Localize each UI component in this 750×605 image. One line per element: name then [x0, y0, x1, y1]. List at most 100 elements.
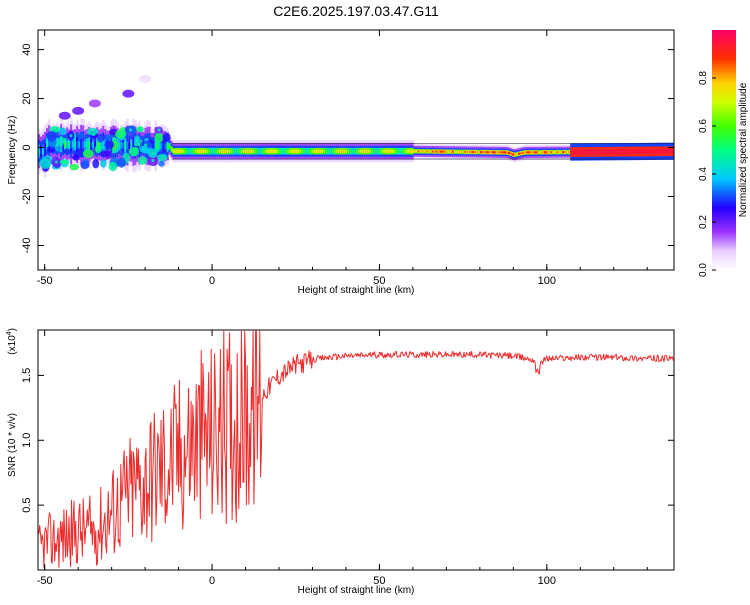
- spectrogram-cell: [397, 149, 400, 153]
- spectrogram-cell: [240, 149, 244, 153]
- spectrogram-clump: [62, 149, 72, 155]
- spectrogram-clump-core: [142, 147, 146, 151]
- spectrogram-cell: [471, 150, 475, 154]
- spectrogram-cell: [154, 142, 157, 150]
- spectrogram-blob: [72, 106, 85, 115]
- spectrogram-cell: [395, 149, 398, 153]
- spectrogram-x-tick-label: 100: [538, 275, 556, 287]
- spectrogram-cell: [283, 149, 286, 153]
- spectrogram-cell: [429, 150, 433, 153]
- spectrogram-clump-core: [138, 127, 142, 131]
- spectrogram-cell: [499, 151, 503, 154]
- spectrogram-cell: [522, 151, 525, 154]
- spectrogram-cell: [297, 149, 300, 153]
- spectrogram-clump: [77, 132, 86, 140]
- snr-x-tick-label: 100: [538, 575, 556, 587]
- snr-x-tick-label: -50: [37, 575, 53, 587]
- spectrogram-cell: [485, 151, 489, 154]
- spectrogram-cell: [443, 150, 447, 153]
- spectrogram-cell: [270, 149, 274, 153]
- spectrogram-cell: [507, 151, 511, 155]
- spectrogram-clump: [82, 158, 89, 167]
- spectrogram-cell: [202, 149, 206, 153]
- spectrogram-cell: [68, 141, 71, 148]
- spectrogram-cell: [371, 149, 374, 153]
- spectrogram-cell: [469, 150, 473, 154]
- spectrogram-cell: [186, 149, 190, 153]
- spectrogram-cell: [407, 149, 410, 153]
- spectrogram-cell: [299, 149, 302, 153]
- spectrogram-blob: [58, 111, 71, 120]
- spectrogram-cell: [164, 143, 167, 150]
- spectrogram-cell: [96, 141, 99, 149]
- spectrogram-cell: [536, 151, 539, 154]
- spectrogram-cell: [238, 149, 242, 153]
- svg-text:(x104): (x104): [6, 328, 18, 355]
- spectrogram-cell: [353, 149, 356, 153]
- spectrogram-cell: [606, 149, 609, 154]
- snr-series-line: [38, 330, 674, 568]
- spectrogram-cell: [301, 149, 304, 153]
- spectrogram-clump: [162, 132, 171, 142]
- spectrogram-cell: [102, 141, 105, 149]
- spectrogram-clump: [158, 160, 165, 167]
- spectrogram-cell: [445, 150, 449, 153]
- spectrogram-cell: [421, 150, 425, 153]
- spectrogram-cell: [590, 149, 593, 155]
- spectrogram-cell: [532, 151, 535, 154]
- spectrogram-cell: [232, 149, 236, 153]
- spectrogram-cell: [566, 150, 569, 154]
- spectrogram-clump: [46, 131, 57, 142]
- spectrogram-cell: [588, 149, 591, 155]
- spectrogram-cell: [640, 149, 643, 154]
- spectrogram-cell: [602, 149, 605, 155]
- spectrogram-cell: [198, 149, 202, 153]
- spectrogram-clump: [104, 140, 115, 150]
- spectrogram-blob: [139, 74, 152, 83]
- spectrogram-cell: [415, 150, 418, 153]
- spectrogram-cell: [226, 149, 230, 153]
- spectrogram-cell: [556, 151, 559, 154]
- spectrogram-cell: [586, 149, 589, 155]
- spectrogram-cell: [431, 150, 435, 153]
- colorbar-gradient: [712, 30, 736, 270]
- spectrogram-clump: [72, 154, 80, 161]
- spectrogram-cell: [160, 142, 163, 150]
- spectrogram-cell: [399, 149, 402, 153]
- spectrogram-cell: [224, 149, 228, 153]
- snr-y-tick-label: 1.0: [21, 433, 33, 448]
- spectrogram-cell: [42, 147, 45, 155]
- spectrogram-cell: [317, 149, 320, 153]
- snr-y-tick-label: 0.5: [21, 497, 33, 512]
- spectrogram-cell: [594, 149, 597, 155]
- spectrogram-cell: [534, 151, 537, 154]
- spectrogram-cell: [638, 149, 641, 154]
- spectrogram-cell: [459, 150, 463, 153]
- spectrogram-cell: [572, 149, 575, 155]
- spectrogram-cell: [272, 149, 276, 153]
- spectrogram-cell: [548, 151, 551, 154]
- spectrogram-cell: [266, 149, 270, 153]
- spectrogram-cell: [252, 149, 256, 153]
- colorbar-ticks: 0.0 0.2 0.4 0.6 0.8: [698, 71, 716, 277]
- spectrogram-cell: [620, 149, 623, 154]
- spectrogram-cell: [236, 149, 240, 153]
- spectrogram-cell: [503, 151, 507, 154]
- spectrogram-cell: [80, 140, 83, 149]
- spectrogram-cell: [465, 150, 469, 154]
- snr-multiplier-base: (x10: [7, 335, 18, 355]
- spectrogram-cell: [626, 149, 629, 154]
- spectrogram-cell: [600, 149, 603, 155]
- spectrogram-cell: [614, 149, 617, 154]
- spectrogram-cell: [345, 149, 348, 153]
- spectrogram-cell: [389, 149, 392, 153]
- spectrogram-clump-core: [151, 151, 155, 155]
- spectrogram-cell: [268, 149, 272, 153]
- spectrogram-cell: [419, 150, 423, 153]
- spectrogram-cell: [530, 151, 533, 154]
- spectrogram-cell: [208, 149, 212, 153]
- spectrogram-cell: [305, 149, 308, 153]
- spectrogram-cell: [258, 149, 262, 153]
- spectrogram-cell: [558, 151, 561, 154]
- spectrogram-clump: [154, 132, 164, 143]
